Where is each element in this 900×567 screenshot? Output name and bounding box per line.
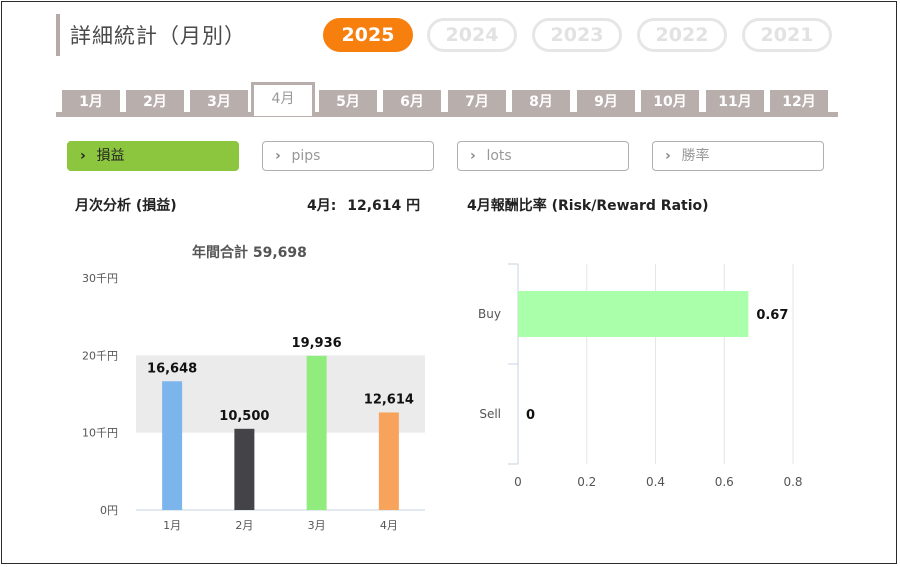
grid-band (136, 355, 425, 433)
tab-month-5[interactable]: 5月 (319, 90, 377, 114)
current-month-label: 4月: (307, 198, 337, 214)
x-tick-label: 0 (514, 475, 522, 489)
tab-month-12[interactable]: 12月 (770, 90, 828, 114)
tab-month-1[interactable]: 1月 (62, 90, 120, 114)
metric-label: pips (291, 148, 321, 164)
metric-label: 損益 (96, 148, 125, 164)
risk-reward-chart: 0 0.2 0.4 0.6 0.8 0.67 Buy 0 Sell (478, 263, 803, 489)
y-tick-label: Buy (478, 307, 501, 321)
year-button-2024[interactable]: 2024 (427, 18, 517, 52)
data-label: 16,648 (147, 361, 197, 376)
data-label: 12,614 (364, 392, 414, 407)
monthly-profit-chart: 0円 10千円 20千円 30千円 16,648 1月 10,500 2月 19,936 3月 12… (82, 272, 425, 532)
tab-month-2[interactable]: 2月 (126, 90, 184, 114)
tab-month-11[interactable]: 11月 (706, 90, 764, 114)
x-tick-label: 0.2 (577, 475, 596, 489)
year-button-2023[interactable]: 2023 (532, 18, 622, 52)
tab-month-10[interactable]: 10月 (641, 90, 699, 114)
bar-2 (234, 428, 255, 510)
metric-button-profit[interactable]: › 損益 (67, 141, 239, 171)
chevron-right-icon: › (665, 148, 671, 164)
tab-baseline (56, 112, 838, 117)
x-tick-label: 2月 (235, 519, 253, 532)
metric-button-winrate[interactable]: › 勝率 (652, 141, 824, 171)
month-tabs: 1月 2月 3月 4月 5月 6月 7月 8月 9月 10月 11月 12月 (56, 80, 838, 118)
tab-month-4[interactable]: 4月 (251, 82, 315, 116)
y-tick-label: 30千円 (82, 272, 118, 285)
bar-3 (306, 355, 327, 510)
year-button-2021[interactable]: 2021 (742, 18, 832, 52)
metric-button-lots[interactable]: › lots (457, 141, 629, 171)
tab-month-9[interactable]: 9月 (577, 90, 635, 114)
x-tick-label: 4月 (380, 519, 398, 532)
metric-label: lots (486, 148, 512, 164)
page-title: 詳細統計（月別） (70, 24, 246, 48)
x-tick-label: 0.4 (646, 475, 665, 489)
metric-button-pips[interactable]: › pips (262, 141, 434, 171)
data-label: 0.67 (756, 308, 788, 323)
data-label: 19,936 (292, 336, 342, 351)
bar-buy (518, 291, 749, 337)
x-tick-label: 0.8 (783, 475, 802, 489)
metric-label: 勝率 (681, 148, 710, 164)
title-accent-bar (56, 14, 60, 56)
annual-total-title: 年間合計 59,698 (192, 245, 307, 261)
chevron-right-icon: › (470, 148, 476, 164)
data-label: 10,500 (219, 409, 269, 424)
year-button-2022[interactable]: 2022 (637, 18, 727, 52)
current-month-summary: 4月: 12,614 円 (307, 195, 420, 215)
x-tick-label: 3月 (308, 519, 326, 532)
data-label: 0 (526, 408, 535, 423)
y-tick-label: 20千円 (82, 349, 118, 362)
bar-4 (378, 412, 399, 510)
chevron-right-icon: › (275, 148, 281, 164)
monthly-analysis-heading: 月次分析 (損益) (75, 198, 177, 214)
tab-month-3[interactable]: 3月 (190, 90, 248, 114)
x-tick-label: 0.6 (715, 475, 734, 489)
current-month-value: 12,614 円 (347, 198, 421, 214)
y-tick-label: 0円 (100, 504, 118, 517)
year-button-2025[interactable]: 2025 (323, 18, 413, 52)
tab-month-8[interactable]: 8月 (512, 90, 570, 114)
x-tick-label: 1月 (163, 519, 181, 532)
tab-month-7[interactable]: 7月 (448, 90, 506, 114)
chevron-right-icon: › (80, 148, 86, 164)
ratio-heading: 4月報酬比率 (Risk/Reward Ratio) (467, 198, 709, 214)
y-tick-label: 10千円 (82, 427, 118, 440)
y-tick-label: Sell (479, 407, 501, 421)
tab-month-6[interactable]: 6月 (383, 90, 441, 114)
bar-1 (162, 381, 183, 510)
